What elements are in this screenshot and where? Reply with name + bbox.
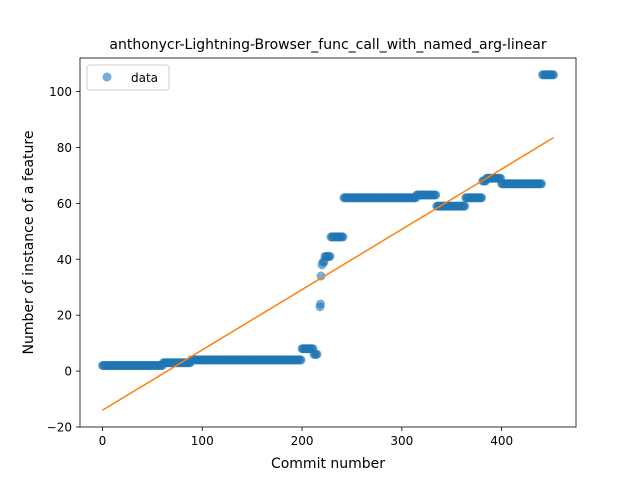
data-point <box>537 179 547 189</box>
x-axis-label: Commit number <box>271 456 385 472</box>
x-tick-label: 0 <box>99 434 107 448</box>
data-point <box>316 271 326 281</box>
data-point <box>431 190 441 200</box>
data-point <box>549 70 559 80</box>
data-point <box>325 251 335 261</box>
legend-box <box>86 64 170 91</box>
data-points <box>97 70 559 370</box>
y-tick-label: −20 <box>47 421 72 435</box>
legend: data <box>86 64 170 91</box>
x-tick-label: 100 <box>191 434 214 448</box>
x-tick-label: 300 <box>390 434 413 448</box>
y-tick-label: 20 <box>57 309 72 323</box>
data-point <box>296 355 306 365</box>
x-tick-label: 200 <box>291 434 314 448</box>
y-tick-label: 100 <box>49 85 72 99</box>
y-tick-label: 60 <box>57 197 72 211</box>
legend-label-data: data <box>131 71 158 85</box>
data-point <box>312 349 322 359</box>
chart-title: anthonycr-Lightning-Browser_func_call_wi… <box>109 37 546 53</box>
y-axis-label: Number of instance of a feature <box>21 131 37 355</box>
plot-area <box>97 70 559 411</box>
linear-fit-line <box>102 137 554 411</box>
data-point <box>338 232 348 242</box>
axes-frame <box>79 57 577 428</box>
legend-marker <box>102 72 112 82</box>
data-point <box>316 299 326 309</box>
y-tick-label: 40 <box>57 253 72 267</box>
y-tick-label: 80 <box>57 141 72 155</box>
x-axis-ticks: 0 100 200 300 400 <box>99 427 513 448</box>
y-tick-label: 0 <box>64 365 72 379</box>
data-point <box>460 201 470 211</box>
x-tick-label: 400 <box>490 434 513 448</box>
y-axis-ticks: −20 0 20 40 60 80 100 <box>47 85 80 435</box>
data-point <box>477 193 487 203</box>
